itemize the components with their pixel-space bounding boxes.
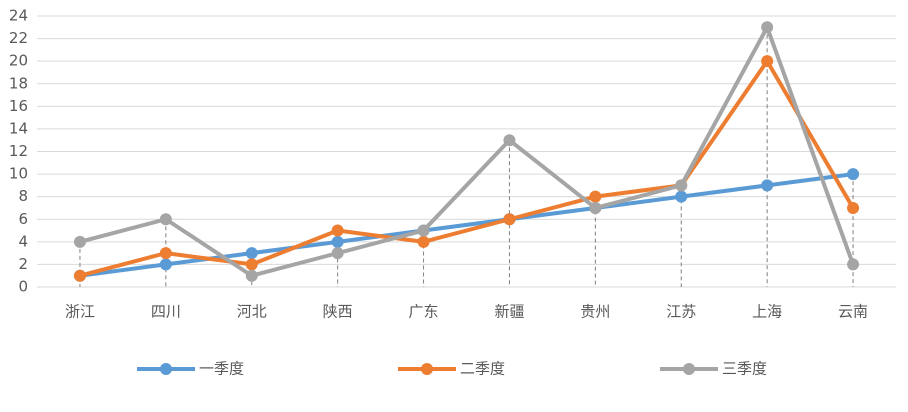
- legend-marker: [683, 363, 695, 375]
- legend-label: 一季度: [199, 360, 244, 378]
- y-tick-label: 22: [9, 29, 28, 47]
- y-tick-label: 16: [9, 97, 28, 115]
- point: [503, 213, 516, 226]
- point: [675, 179, 688, 192]
- point: [847, 201, 860, 214]
- point: [331, 247, 344, 260]
- point: [159, 213, 172, 226]
- x-tick-label: 浙江: [65, 303, 95, 321]
- y-tick-label: 12: [9, 142, 28, 160]
- y-tick-label: 4: [18, 232, 28, 250]
- y-tick-label: 24: [9, 7, 28, 25]
- point: [589, 201, 602, 214]
- x-tick-label: 上海: [752, 303, 782, 321]
- x-tick-label: 贵州: [580, 303, 610, 321]
- point: [847, 258, 860, 271]
- point: [331, 235, 344, 248]
- point: [159, 247, 172, 260]
- point: [761, 179, 774, 192]
- legend-marker: [160, 363, 172, 375]
- point: [159, 258, 172, 271]
- x-tick-label: 云南: [838, 303, 868, 321]
- y-tick-label: 14: [9, 119, 28, 137]
- y-tick-label: 8: [18, 187, 28, 205]
- series-line: [79, 25, 855, 278]
- point: [331, 224, 344, 237]
- legend-marker: [421, 363, 433, 375]
- series-line: [79, 172, 854, 278]
- point: [589, 190, 602, 203]
- legend-label: 三季度: [722, 360, 767, 378]
- point: [73, 269, 86, 282]
- x-tick-label: 新疆: [494, 303, 524, 321]
- point: [761, 55, 774, 68]
- y-tick-label: 0: [18, 278, 28, 296]
- point: [73, 235, 86, 248]
- legend-label: 二季度: [460, 360, 505, 378]
- x-tick-label: 陕西: [323, 303, 353, 321]
- y-tick-label: 18: [9, 74, 28, 92]
- point: [675, 190, 688, 203]
- point: [417, 235, 430, 248]
- x-tick-label: 四川: [151, 303, 181, 321]
- y-tick-label: 20: [9, 52, 28, 70]
- y-tick-label: 2: [18, 255, 28, 273]
- point: [503, 134, 516, 147]
- point: [847, 168, 860, 181]
- point: [417, 224, 430, 237]
- x-tick-label: 江苏: [666, 303, 696, 321]
- x-tick-label: 河北: [237, 303, 267, 321]
- point: [761, 21, 774, 34]
- y-tick-label: 6: [18, 210, 28, 228]
- x-tick-label: 广东: [409, 303, 439, 321]
- point: [245, 269, 258, 282]
- point: [245, 247, 258, 260]
- point: [245, 258, 258, 271]
- series-line: [79, 59, 855, 278]
- y-tick-label: 10: [9, 165, 28, 183]
